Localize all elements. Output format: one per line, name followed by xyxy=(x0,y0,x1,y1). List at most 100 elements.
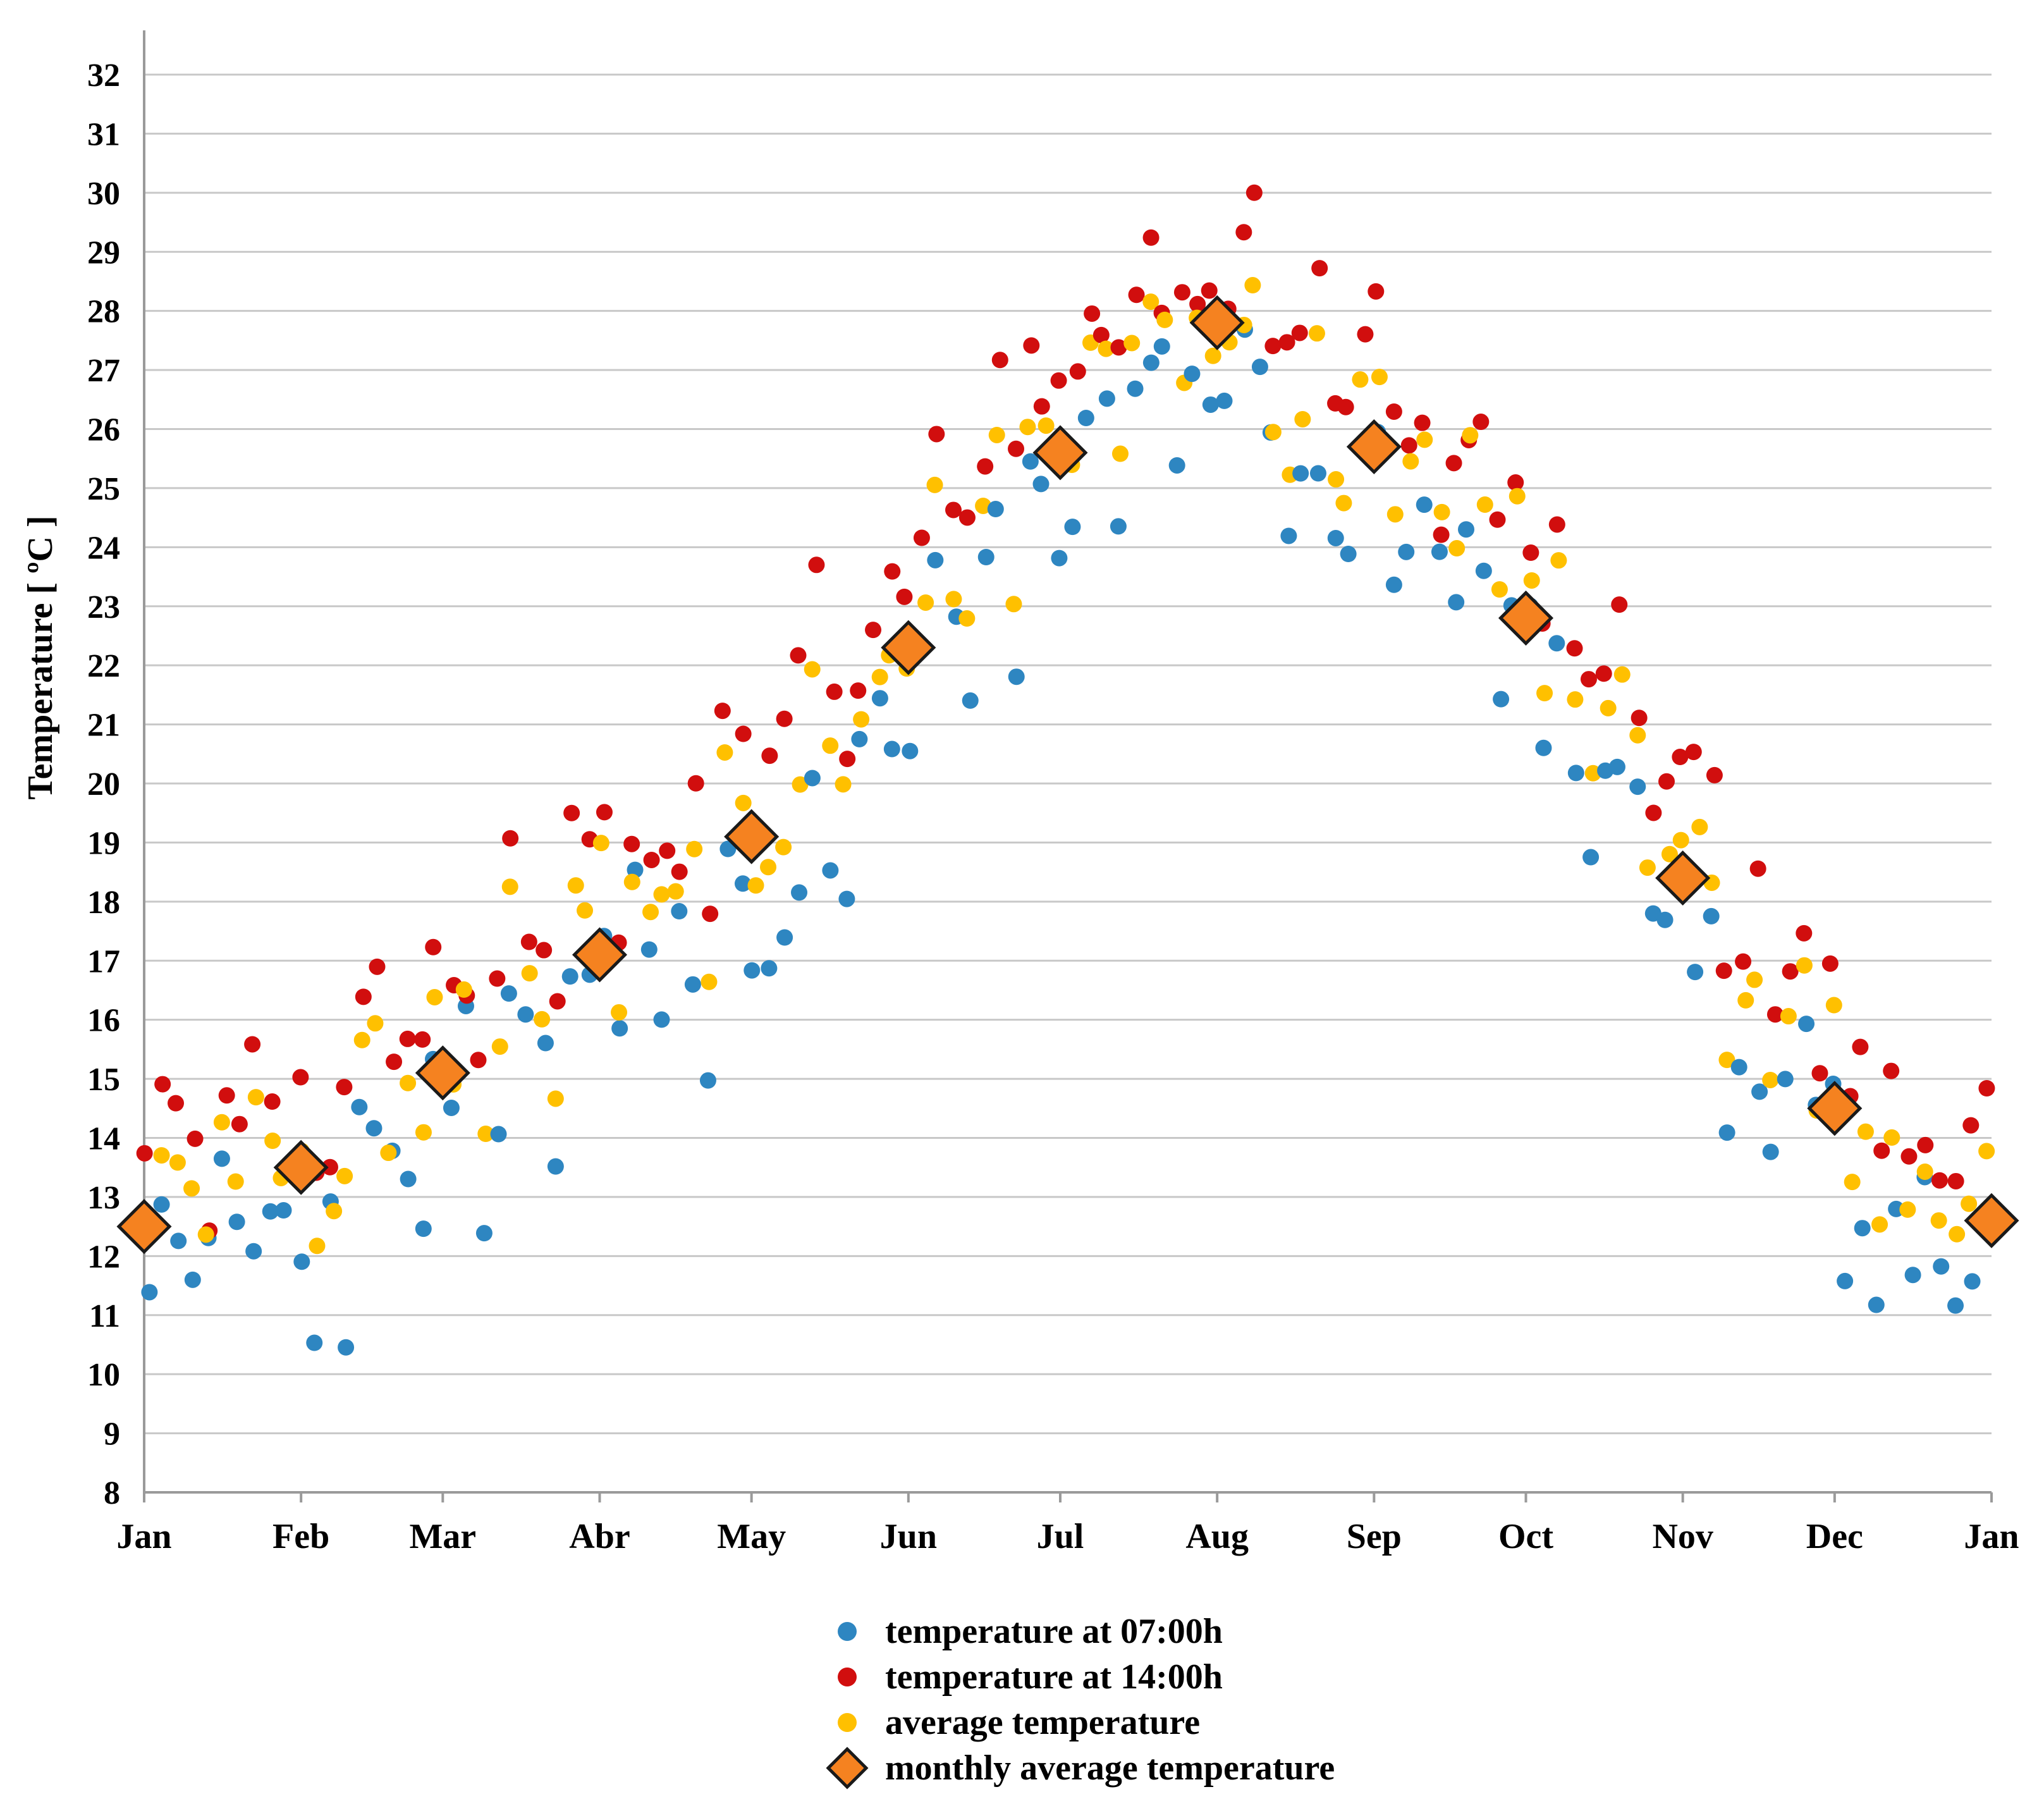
point-t07 xyxy=(1280,527,1297,544)
point-t14 xyxy=(1337,398,1354,415)
y-tick-label: 21 xyxy=(87,708,120,744)
point-t14 xyxy=(1173,284,1190,301)
monthly-average-marker xyxy=(1655,850,1711,906)
point-t07 xyxy=(228,1213,245,1231)
point-t14 xyxy=(154,1076,171,1093)
point-t07 xyxy=(1168,457,1185,474)
point-avg xyxy=(1264,424,1282,441)
point-t07 xyxy=(804,770,821,787)
point-t07 xyxy=(611,1020,628,1037)
point-avg xyxy=(169,1154,186,1171)
point-t14 xyxy=(687,775,704,792)
point-t07 xyxy=(1032,476,1050,493)
point-avg xyxy=(1737,992,1754,1009)
point-avg xyxy=(353,1031,370,1048)
y-tick-label: 10 xyxy=(87,1357,120,1393)
point-t14 xyxy=(1278,334,1295,351)
point-t14 xyxy=(1445,455,1462,472)
point-avg xyxy=(1600,699,1617,716)
point-t07 xyxy=(1184,365,1201,383)
point-t07 xyxy=(1777,1071,1794,1088)
point-t14 xyxy=(839,751,856,768)
point-t14 xyxy=(1023,337,1040,354)
point-t07 xyxy=(1309,465,1326,482)
monthly-average-marker xyxy=(1807,1081,1863,1136)
point-avg xyxy=(592,835,609,852)
point-t14 xyxy=(1548,516,1565,533)
point-t07 xyxy=(1933,1258,1950,1275)
point-t14 xyxy=(1658,773,1675,790)
legend-label-t07: temperature at 07:00h xyxy=(885,1612,1223,1651)
point-avg xyxy=(247,1089,264,1106)
point-t14 xyxy=(1672,749,1689,766)
point-t07 xyxy=(1385,576,1402,593)
point-t14 xyxy=(1873,1142,1890,1159)
point-avg xyxy=(1294,410,1311,427)
point-t14 xyxy=(218,1087,235,1104)
axis-layer: 8 9 10 11 12 13 14 15 16 17 18 19 20 21 22 23 24 25 26 27 28… xyxy=(87,30,2019,1556)
point-avg xyxy=(491,1038,508,1055)
point-t14 xyxy=(1008,440,1025,457)
point-t14 xyxy=(1796,924,1813,942)
point-t07 xyxy=(1718,1124,1735,1141)
point-t14 xyxy=(136,1145,153,1162)
point-t14 xyxy=(643,851,660,868)
point-t14 xyxy=(1900,1148,1918,1165)
point-avg xyxy=(1371,369,1388,386)
point-t14 xyxy=(808,556,825,574)
point-t07 xyxy=(1904,1267,1921,1284)
point-t14 xyxy=(1489,511,1506,528)
point-t14 xyxy=(735,725,752,742)
point-t14 xyxy=(563,804,580,821)
point-t07 xyxy=(1656,911,1674,928)
point-t14 xyxy=(520,933,537,950)
point-avg xyxy=(1978,1143,1995,1160)
point-t07 xyxy=(1448,594,1465,611)
point-t07 xyxy=(640,941,658,958)
point-t14 xyxy=(896,588,913,605)
point-t07 xyxy=(734,875,751,892)
point-avg xyxy=(975,497,992,514)
point-t07 xyxy=(838,890,855,907)
point-t07 xyxy=(791,884,808,901)
point-t07 xyxy=(1431,543,1448,560)
point-t07 xyxy=(306,1334,323,1351)
point-t07 xyxy=(1947,1297,1964,1314)
point-t14 xyxy=(1400,437,1417,454)
point-avg xyxy=(1111,445,1129,462)
point-t07 xyxy=(1216,392,1233,409)
point-avg xyxy=(1308,325,1325,342)
x-tick-label: Abr xyxy=(569,1517,630,1556)
point-t14 xyxy=(321,1158,338,1176)
point-t14 xyxy=(1110,339,1127,356)
point-avg xyxy=(822,737,839,754)
point-t14 xyxy=(1978,1080,1995,1097)
y-tick-label: 20 xyxy=(87,766,120,802)
point-t07 xyxy=(1098,390,1115,407)
x-tick-label: May xyxy=(717,1517,786,1556)
point-avg xyxy=(326,1203,343,1220)
point-t14 xyxy=(1782,963,1799,980)
point-avg xyxy=(1536,685,1553,702)
point-avg xyxy=(871,668,888,685)
y-tick-label: 22 xyxy=(87,648,120,684)
x-tick-label: Jan xyxy=(1964,1517,2019,1556)
point-avg xyxy=(1899,1201,1916,1218)
point-avg xyxy=(1844,1174,1861,1191)
point-t14 xyxy=(1357,326,1374,343)
point-t07 xyxy=(761,960,778,977)
point-t14 xyxy=(1931,1172,1948,1189)
point-t14 xyxy=(659,842,676,859)
point-avg xyxy=(1567,691,1584,708)
point-avg xyxy=(1019,419,1036,436)
point-avg xyxy=(1762,1071,1779,1088)
point-t14 xyxy=(826,683,843,700)
y-tick-label: 15 xyxy=(87,1062,120,1098)
point-t14 xyxy=(1749,860,1766,877)
legend: temperature at 07:00h temperature at 14:0… xyxy=(826,1612,1335,1790)
point-avg xyxy=(547,1090,564,1107)
point-t14 xyxy=(1033,398,1050,415)
point-t14 xyxy=(1069,363,1086,380)
legend-marker-t14 xyxy=(838,1668,857,1686)
x-tick-label: Oct xyxy=(1498,1517,1553,1556)
